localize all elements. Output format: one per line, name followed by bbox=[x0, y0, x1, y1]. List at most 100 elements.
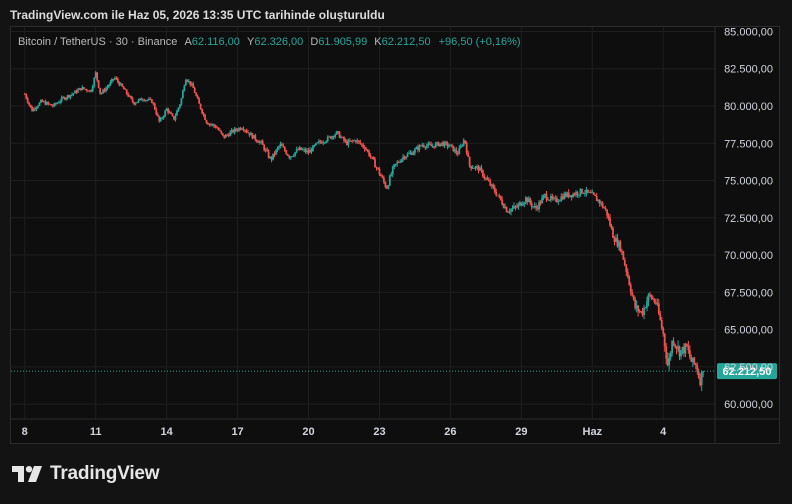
candle-body bbox=[108, 85, 110, 87]
candle-body bbox=[657, 303, 660, 314]
candle-body bbox=[91, 86, 94, 92]
candle-body bbox=[232, 129, 235, 133]
candle-body bbox=[74, 90, 76, 94]
candle-body bbox=[663, 333, 666, 347]
candle-body bbox=[261, 141, 264, 146]
candle-body bbox=[360, 143, 363, 145]
x-tick-label: 29 bbox=[515, 426, 527, 438]
candle-body bbox=[208, 124, 211, 125]
candle-body bbox=[476, 166, 478, 168]
candle-body bbox=[264, 149, 267, 151]
candle-body bbox=[397, 162, 400, 164]
candle-body bbox=[427, 143, 430, 146]
candle-body bbox=[516, 206, 518, 208]
candle-body bbox=[479, 167, 481, 171]
candle-body bbox=[164, 110, 167, 117]
candle-body bbox=[278, 146, 280, 148]
candle-body bbox=[32, 108, 35, 112]
candle-body bbox=[575, 192, 577, 196]
x-tick-label: 20 bbox=[302, 426, 314, 438]
candle-body bbox=[315, 143, 317, 146]
candle-body bbox=[150, 99, 153, 103]
chart-panel[interactable]: 62.212,50 60.000,00 62.500,00 65.000,00 67.… bbox=[10, 26, 780, 444]
candle-body bbox=[536, 208, 539, 210]
candle-body bbox=[431, 146, 434, 147]
candle-body bbox=[615, 237, 617, 242]
candle-body bbox=[181, 90, 184, 99]
candle-body bbox=[103, 89, 106, 92]
candle-body bbox=[87, 90, 90, 92]
candle-body bbox=[320, 142, 323, 144]
candle-body bbox=[482, 170, 484, 177]
candle-body bbox=[112, 79, 115, 80]
candle-body bbox=[127, 93, 130, 97]
candle-body bbox=[217, 127, 220, 130]
candle-body bbox=[51, 105, 54, 107]
candle-body bbox=[251, 133, 254, 139]
candle-body bbox=[354, 140, 357, 142]
candle-body bbox=[204, 114, 206, 120]
candle-body bbox=[252, 135, 255, 139]
candle-body bbox=[173, 116, 175, 120]
candle-body bbox=[439, 143, 441, 147]
candle-body bbox=[57, 102, 60, 104]
candle-body bbox=[362, 144, 365, 148]
candle-body bbox=[496, 195, 499, 197]
candle-body bbox=[471, 168, 474, 169]
candle-body bbox=[502, 204, 505, 208]
candle-body bbox=[606, 209, 608, 216]
candle-body bbox=[372, 156, 375, 160]
y-tick-label: 75.000,00 bbox=[724, 176, 773, 188]
candle-body bbox=[390, 174, 393, 176]
candle-body bbox=[582, 193, 585, 194]
candle-body bbox=[445, 142, 447, 143]
candle-body bbox=[649, 294, 651, 296]
candle-body bbox=[646, 301, 648, 308]
y-tick-label: 70.000,00 bbox=[724, 250, 773, 262]
candle-body bbox=[53, 103, 56, 107]
candle-body bbox=[464, 140, 467, 143]
candle-body bbox=[177, 107, 180, 111]
candle-body bbox=[272, 153, 274, 160]
candle-body bbox=[94, 72, 97, 78]
y-tick-label: 62.500,00 bbox=[724, 362, 773, 374]
candle-body bbox=[347, 140, 350, 145]
candle-body bbox=[298, 147, 301, 150]
candle-body bbox=[161, 118, 164, 119]
candle-body bbox=[196, 95, 199, 99]
candle-body bbox=[179, 104, 181, 108]
price-chart[interactable]: 62.212,50 60.000,00 62.500,00 65.000,00 67.… bbox=[11, 27, 779, 443]
candle-body bbox=[201, 109, 203, 114]
candle-body bbox=[337, 131, 339, 133]
candle-body bbox=[214, 125, 217, 128]
candle-body bbox=[495, 192, 498, 196]
candle-body bbox=[446, 142, 449, 147]
candle-body bbox=[461, 145, 464, 147]
tradingview-logo[interactable]: TradingView bbox=[12, 462, 160, 486]
candle-body bbox=[316, 142, 319, 144]
candle-body bbox=[326, 136, 329, 142]
candle-body bbox=[145, 100, 147, 101]
candle-body bbox=[309, 149, 311, 153]
candle-body bbox=[671, 341, 674, 354]
candle-body bbox=[566, 192, 569, 197]
candle-body bbox=[116, 78, 119, 82]
candle-body bbox=[677, 346, 679, 349]
candle-body bbox=[224, 134, 227, 138]
candle-body bbox=[425, 145, 428, 148]
candle-body bbox=[310, 149, 313, 152]
candle-body bbox=[400, 159, 403, 163]
candle-body bbox=[412, 152, 415, 155]
candle-body bbox=[399, 162, 402, 163]
candle-body bbox=[697, 371, 700, 378]
candle-body bbox=[589, 192, 592, 194]
candle-body bbox=[529, 198, 532, 204]
candle-body bbox=[567, 192, 570, 197]
candle-body bbox=[111, 79, 113, 82]
candle-body bbox=[26, 98, 29, 103]
candle-body bbox=[678, 346, 681, 357]
candle-body bbox=[35, 107, 38, 110]
candle-body bbox=[220, 130, 223, 134]
candle-body bbox=[215, 127, 218, 129]
x-tick-label: 26 bbox=[444, 426, 456, 438]
